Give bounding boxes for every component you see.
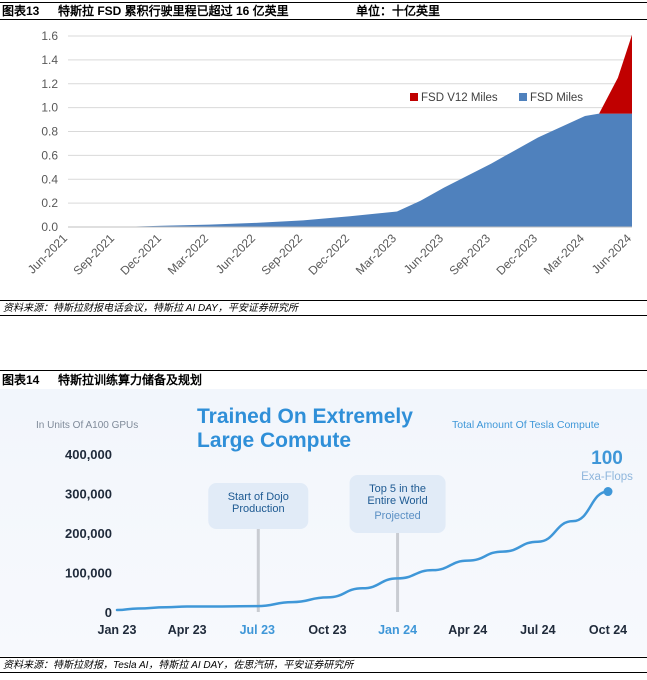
compute-chart-panel: Trained On Extremely Large Compute Total A…	[0, 389, 647, 656]
chart2-x-tick: Jan 24	[378, 623, 417, 637]
figure13-title: 特斯拉 FSD 累积行驶里程已超过 16 亿英里	[58, 4, 289, 18]
legend-label: FSD Miles	[530, 92, 583, 104]
chart2-x-tick: Apr 23	[168, 623, 207, 637]
chart2-y-tick: 200,000	[65, 526, 112, 541]
chart1-x-tick-labels: Jun-2021 Sep-2021 Dec-2021 Mar-2022 Jun-2022…	[25, 231, 635, 278]
chart2-x-tick: Jul 23	[240, 623, 275, 637]
chart2-endpoint: 100 Exa-Flops	[581, 448, 633, 497]
chart1-y-tick: 1.2	[41, 77, 58, 91]
annotation-box	[208, 483, 309, 529]
chart2-x-tick: Oct 24	[589, 623, 627, 637]
figure14-source: 资料来源：特斯拉财报，Tesla AI，特斯拉 AI DAY，佐思汽研，平安证券…	[0, 657, 647, 673]
chart1-legend: FSD V12 Miles FSD Miles	[410, 92, 583, 104]
chart2-y-tick: 300,000	[65, 487, 112, 502]
endpoint-dot	[603, 487, 613, 497]
chart2-annotation-lines	[256, 529, 400, 612]
figure13-label: 图表13	[2, 4, 40, 18]
legend-swatch	[410, 93, 418, 101]
series-fsd-miles-area	[68, 113, 632, 227]
chart1-x-tick: Dec-2021	[117, 231, 164, 278]
chart1-x-tick: Sep-2022	[258, 231, 305, 278]
figure14-title: 特斯拉训练算力储备及规划	[58, 373, 203, 387]
chart1-y-tick: 1.4	[41, 53, 58, 67]
annotation-text: Entire World	[367, 495, 427, 507]
chart2-y-tick: 100,000	[65, 566, 112, 581]
chart2-x-tick-labels: Jan 23 Apr 23 Jul 23 Oct 23 Jan 24 Apr 24 Jul …	[98, 623, 628, 637]
chart1-x-tick: Jun-2024	[589, 231, 635, 277]
figure14-label: 图表14	[2, 373, 40, 387]
chart1-y-tick: 0.0	[41, 220, 58, 234]
annotation-box	[349, 475, 446, 533]
chart2-title-line2: Large Compute	[197, 429, 351, 452]
chart2-title-line1: Trained On Extremely	[197, 405, 413, 428]
compute-line	[115, 490, 610, 612]
legend-label: FSD V12 Miles	[421, 92, 498, 104]
chart1-x-tick: Mar-2023	[353, 231, 399, 277]
figure14-header: 图表14 特斯拉训练算力储备及规划	[0, 370, 647, 390]
chart1-y-tick: 0.2	[41, 196, 58, 210]
annotation-text: Top 5 in the	[369, 483, 426, 495]
chart2-x-tick: Jul 24	[520, 623, 555, 637]
chart2-x-tick: Apr 24	[448, 623, 487, 637]
annotation-text: Production	[232, 503, 285, 515]
chart1-x-tick: Dec-2022	[305, 231, 352, 278]
chart1-y-tick: 1.0	[41, 101, 58, 115]
legend-swatch	[519, 93, 527, 101]
chart2-y-tick: 0	[105, 605, 112, 620]
chart1-y-tick: 0.4	[41, 172, 58, 186]
chart1-y-tick: 0.8	[41, 125, 58, 139]
chart1-y-tick-labels: 0.0 0.2 0.4 0.6 0.8 1.0 1.2 1.4 1.6	[41, 29, 58, 234]
chart1-areas	[68, 34, 632, 228]
chart1-x-tick: Mar-2022	[165, 231, 211, 277]
chart2-x-tick: Oct 23	[308, 623, 346, 637]
figure13-source: 资料来源：特斯拉财报电话会议，特斯拉 AI DAY，平安证券研究所	[0, 300, 647, 316]
chart2-subtitle: Total Amount Of Tesla Compute	[452, 419, 600, 431]
chart2-x-tick: Jan 23	[98, 623, 137, 637]
chart1-y-tick: 1.6	[41, 29, 58, 43]
endpoint-value: 100	[591, 448, 623, 469]
chart2-y-tick: 400,000	[65, 447, 112, 462]
figure13-header: 图表13 特斯拉 FSD 累积行驶里程已超过 16 亿英里 单位：十亿英里	[0, 2, 647, 20]
chart1-x-tick: Jun-2021	[25, 231, 71, 277]
figure13-unit: 单位：十亿英里	[356, 4, 441, 18]
chart1-y-tick: 0.6	[41, 148, 58, 162]
chart2-y-tick-labels: 400,000 300,000 200,000 100,000 0	[65, 447, 112, 620]
series-fsd-v12-miles-area	[599, 34, 632, 114]
chart1-x-tick: Sep-2021	[70, 231, 117, 278]
chart1-x-tick: Mar-2024	[541, 231, 587, 277]
chart1-x-tick: Jun-2023	[401, 231, 447, 277]
chart1-gridlines	[68, 35, 632, 228]
chart2-ylabel: In Units Of A100 GPUs	[36, 420, 138, 431]
fsd-miles-chart: 0.00.20.40.60.81.01.21.41.6 Jun-2021 Sep-…	[25, 29, 635, 278]
endpoint-unit: Exa-Flops	[581, 471, 633, 483]
annotation-subtext: Projected	[374, 510, 420, 522]
chart1-x-tick: Dec-2023	[493, 231, 540, 278]
chart1-x-tick: Jun-2022	[213, 231, 259, 277]
chart1-x-tick: Sep-2023	[446, 231, 493, 278]
chart2-series	[115, 490, 610, 612]
annotation-text: Start of Dojo	[228, 491, 289, 503]
